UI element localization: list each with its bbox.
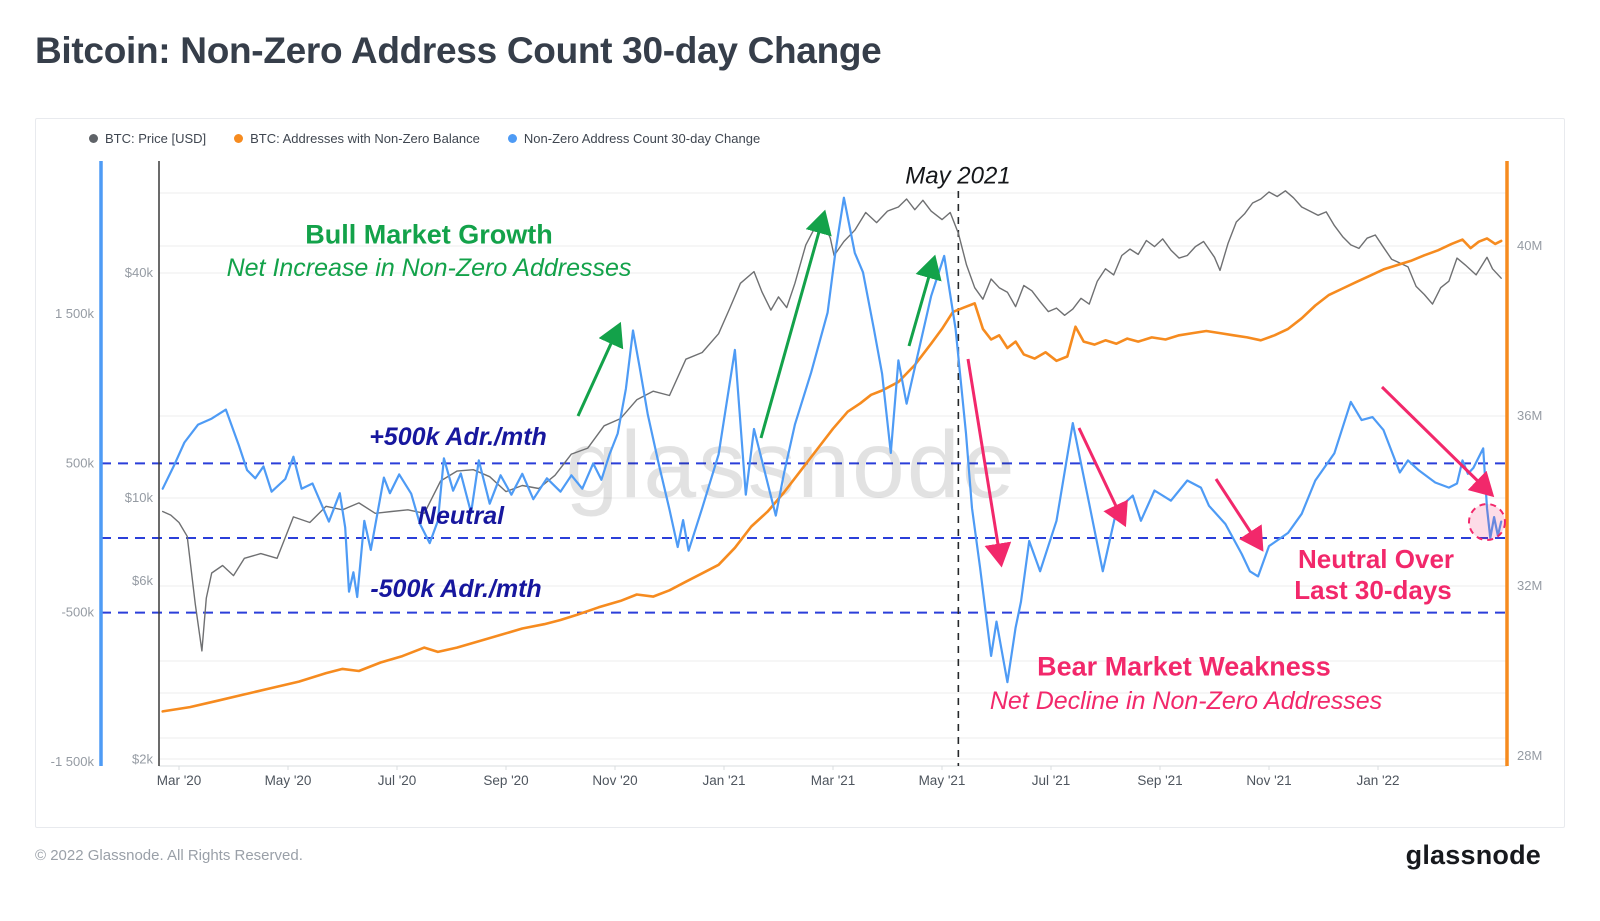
annotation-bear-sub: Net Decline in Non-Zero Addresses [990, 687, 1382, 715]
glassnode-logo: glassnode [1405, 840, 1541, 870]
legend-item-price[interactable]: BTC: Price [USD] [89, 131, 206, 146]
legend-item-addresses[interactable]: BTC: Addresses with Non-Zero Balance [234, 131, 480, 146]
annotation-bull-arrow-1 [576, 321, 624, 417]
change-tick-label: 1 500k [55, 306, 95, 321]
annotation-bear-arrow-2 [1077, 427, 1128, 528]
legend-item-change[interactable]: Non-Zero Address Count 30-day Change [507, 131, 761, 146]
price-tick-label: $2k [132, 751, 153, 766]
addresses-tick-label: 28M [1517, 748, 1542, 763]
annotation-bear-arrow-1 [966, 358, 1012, 568]
price-series-swatch-icon [89, 134, 98, 143]
annotation-bull-sub: Net Increase in Non-Zero Addresses [227, 254, 632, 282]
x-tick-label: May '21 [919, 773, 966, 788]
annotation-plus-500k: +500k Adr./mth [369, 423, 547, 451]
legend-label-change: Non-Zero Address Count 30-day Change [523, 131, 761, 146]
x-tick-label: Nov '20 [592, 773, 637, 788]
annotation-bear-arrow-3 [1214, 478, 1264, 552]
annotation-bull-arrow-3 [907, 254, 942, 347]
watermark: glassnode [565, 412, 1016, 518]
x-tick-label: Mar '20 [157, 773, 202, 788]
addresses-tick-label: 36M [1517, 408, 1542, 423]
page-title: Bitcoin: Non-Zero Address Count 30-day C… [35, 30, 882, 71]
annotation-minus-500k: -500k Adr./mth [370, 575, 541, 603]
addresses-series-swatch-icon [234, 134, 244, 143]
annotation-bear-arrow-4 [1380, 385, 1495, 498]
price-series-line [161, 190, 1502, 652]
annotation-bear-title: Bear Market Weakness [1037, 651, 1331, 681]
price-tick-label: $40k [125, 265, 154, 280]
addresses-tick-label: 40M [1517, 238, 1542, 253]
x-tick-label: Jul '20 [378, 773, 417, 788]
highlight-circle [1468, 503, 1506, 541]
change-series-line [161, 196, 1503, 684]
x-tick-label: Sep '21 [1137, 773, 1182, 788]
chart-legend: BTC: Price [USD] BTC: Addresses with Non… [89, 131, 760, 146]
annotation-bull-arrow-2 [759, 209, 832, 439]
x-tick-label: May '20 [265, 773, 312, 788]
annotation-may-2021: May 2021 [905, 162, 1010, 189]
x-tick-label: Mar '21 [811, 773, 856, 788]
legend-label-price: BTC: Price [USD] [105, 131, 207, 146]
x-tick-label: Jan '22 [1356, 773, 1399, 788]
change-tick-label: -1 500k [51, 754, 95, 769]
annotation-neutral-over-line1: Neutral Over [1298, 544, 1454, 574]
x-tick-label: Jan '21 [702, 773, 745, 788]
price-tick-label: $6k [132, 573, 153, 588]
change-tick-label: -500k [61, 605, 94, 620]
annotation-neutral-over-line2: Last 30-days [1294, 575, 1452, 605]
annotation-neutral: Neutral [418, 502, 505, 530]
x-tick-label: Sep '20 [483, 773, 528, 788]
copyright-text: © 2022 Glassnode. All Rights Reserved. [35, 847, 303, 864]
chart-plot[interactable]: glassnode 1 500k 500k -500k -1 500k $40k $10k $… [36, 119, 1564, 827]
chart-card: BTC: Price [USD] BTC: Addresses with Non… [35, 118, 1565, 828]
x-tick-label: Nov '21 [1246, 773, 1291, 788]
addresses-series-line [161, 237, 1503, 713]
addresses-tick-label: 32M [1517, 578, 1542, 593]
price-tick-label: $10k [125, 490, 154, 505]
x-tick-label: Jul '21 [1032, 773, 1071, 788]
legend-label-addresses: BTC: Addresses with Non-Zero Balance [250, 131, 480, 146]
annotation-bull-title: Bull Market Growth [305, 219, 553, 249]
change-series-swatch-icon [507, 134, 517, 143]
change-tick-label: 500k [66, 455, 95, 470]
